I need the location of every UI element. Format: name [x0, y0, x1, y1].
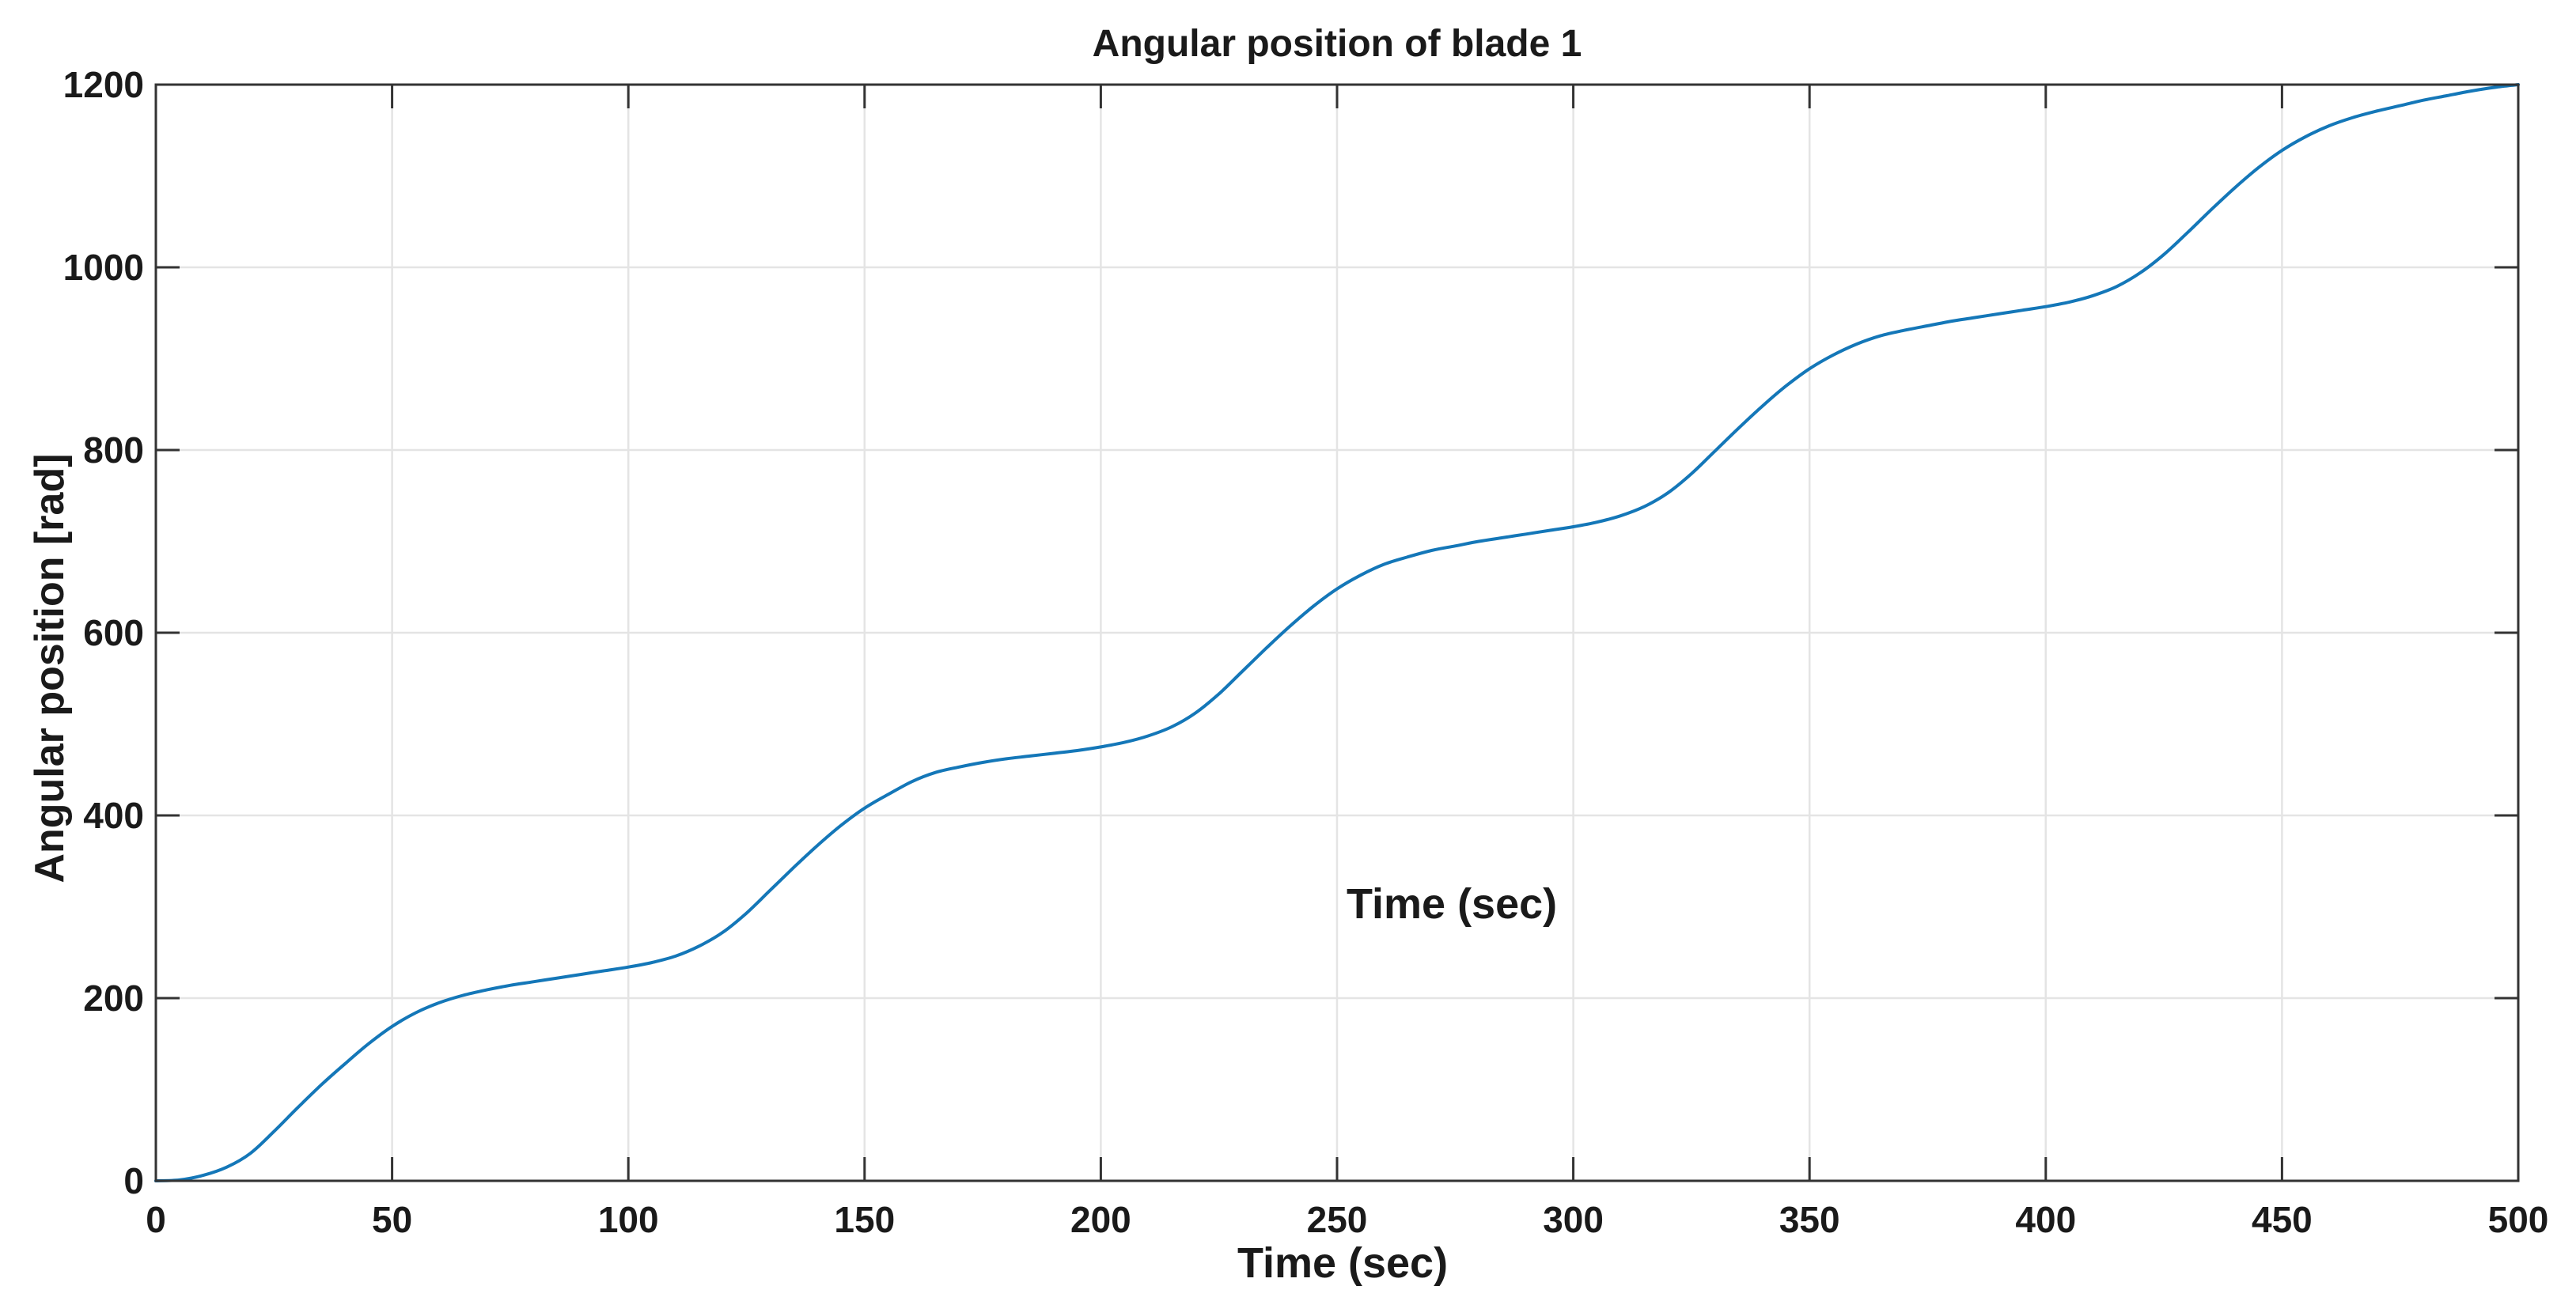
x-tick-label: 150	[834, 1199, 896, 1240]
x-tick-label: 200	[1070, 1199, 1131, 1240]
angular-position-curve	[154, 83, 2520, 1182]
x-tick-label: 0	[146, 1199, 166, 1240]
x-axis-label: Time (sec)	[1237, 1239, 1449, 1287]
y-tick-label: 800	[83, 429, 144, 471]
y-tick-label: 1200	[63, 64, 144, 105]
y-tick-label: 600	[83, 612, 144, 653]
y-tick-label: 0	[123, 1160, 144, 1201]
chart-title: Angular position of blade 1	[1092, 23, 1582, 65]
x-tick-label: 100	[597, 1199, 659, 1240]
x-tick-label: 250	[1306, 1199, 1368, 1240]
x-tick-label: 400	[2015, 1199, 2077, 1240]
x-tick-label: 500	[2487, 1199, 2549, 1240]
y-tick-label: 200	[83, 978, 144, 1019]
tick-marks	[154, 83, 2520, 1182]
gridlines	[156, 85, 2518, 1181]
y-axis-label: Angular position [rad]	[27, 453, 73, 883]
x-tick-label: 450	[2252, 1199, 2313, 1240]
x-tick-label: 50	[372, 1199, 413, 1240]
y-tick-label: 1000	[63, 247, 144, 288]
plot-annotation: Time (sec)	[1347, 880, 1558, 928]
y-tick-label: 400	[83, 795, 144, 836]
x-tick-label: 350	[1779, 1199, 1840, 1240]
x-tick-label: 300	[1543, 1199, 1604, 1240]
